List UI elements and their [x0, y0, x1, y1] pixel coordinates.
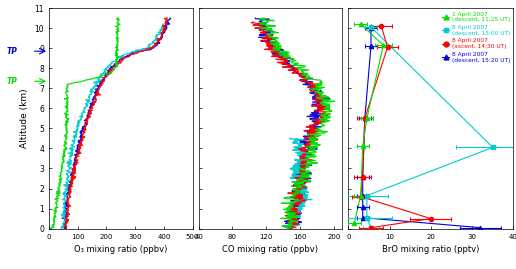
X-axis label: CO mixing ratio (ppbv): CO mixing ratio (ppbv) [222, 245, 318, 254]
Text: TP: TP [7, 77, 18, 86]
Text: TP: TP [7, 47, 18, 56]
Legend: 1 April 2007
(descent, 11:25 UT), 8 April 2007
(descent, 13:00 UT), 8 April 2007: 1 April 2007 (descent, 11:25 UT), 8 Apri… [442, 11, 510, 63]
X-axis label: BrO mixing ratio (pptv): BrO mixing ratio (pptv) [382, 245, 479, 254]
X-axis label: O₃ mixing ratio (ppbv): O₃ mixing ratio (ppbv) [74, 245, 168, 254]
Y-axis label: Altitude (km): Altitude (km) [20, 89, 29, 148]
